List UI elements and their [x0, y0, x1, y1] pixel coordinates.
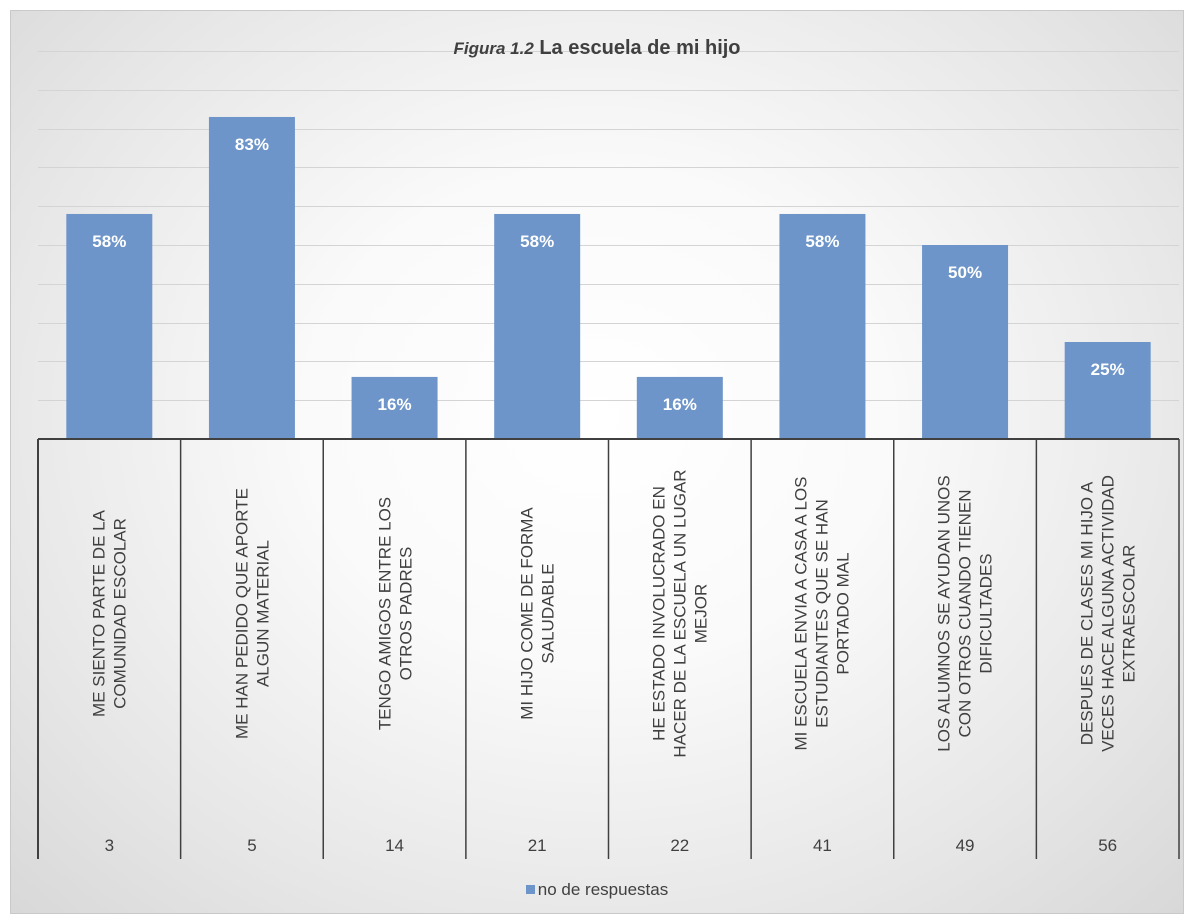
- chart-title-main: La escuela de mi hijo: [539, 37, 740, 59]
- chart-title: Figura 1.2 La escuela de mi hijo: [11, 37, 1183, 60]
- category-label: ME HAN PEDIDO QUE APORTE ALGUN MATERIAL: [185, 467, 318, 759]
- data-label: 25%: [1091, 360, 1125, 379]
- data-label: 58%: [805, 232, 839, 251]
- category-label: HE ESTADO INVOLUCRADO EN HACER DE LA ESC…: [613, 467, 746, 759]
- legend: no de respuestas: [11, 880, 1183, 900]
- data-label: 58%: [520, 232, 554, 251]
- legend-label: no de respuestas: [538, 880, 668, 899]
- category-id: 41: [813, 836, 832, 855]
- bar: [1065, 342, 1151, 439]
- chart-title-prefix: Figura 1.2: [453, 39, 533, 58]
- chart-area: 58% 83% 16% 58% 16% 58% 50% 25% 3 5 14 21 22 41 49 56 …: [10, 10, 1184, 914]
- category-label: DESPUES DE CLASES MI HIJO A VECES HACE A…: [1041, 467, 1174, 759]
- category-id: 5: [247, 836, 256, 855]
- category-id: 21: [528, 836, 547, 855]
- chart-plot: 58% 83% 16% 58% 16% 58% 50% 25% 3 5 14 21 22 41 49 56: [11, 11, 1183, 913]
- data-label: 58%: [92, 232, 126, 251]
- category-label: MI HIJO COME DE FORMA SALUDABLE: [471, 467, 604, 759]
- category-id: 56: [1098, 836, 1117, 855]
- category-id: 14: [385, 836, 404, 855]
- bar: [209, 117, 295, 439]
- data-label: 16%: [663, 395, 697, 414]
- category-label: TENGO AMIGOS ENTRE LOS OTROS PADRES: [328, 467, 461, 759]
- category-id: 49: [956, 836, 975, 855]
- data-label: 83%: [235, 135, 269, 154]
- category-label: MI ESCUELA ENVIA A CASA A LOS ESTUDIANTE…: [756, 467, 889, 759]
- category-label: LOS ALUMNOS SE AYUDAN UNOS CON OTROS CUA…: [899, 467, 1032, 759]
- data-label: 50%: [948, 263, 982, 282]
- data-label: 16%: [378, 395, 412, 414]
- category-label: ME SIENTO PARTE DE LA COMUNIDAD ESCOLAR: [43, 467, 176, 759]
- legend-swatch: [526, 885, 535, 894]
- category-id: 3: [105, 836, 114, 855]
- category-id: 22: [670, 836, 689, 855]
